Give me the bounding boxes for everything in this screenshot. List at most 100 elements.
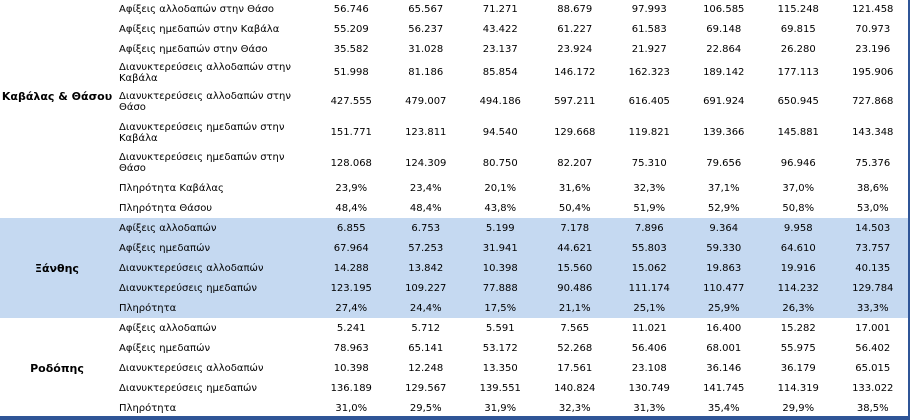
value-cell: 55.209 [333,23,369,35]
row-label: Διανυκτερεύσεις αλλοδαπών [114,258,314,278]
value-cell: 36.179 [780,362,816,374]
value-cell: 81.186 [408,67,444,78]
value-cell: 145.881 [777,127,819,138]
value-cell: 146.172 [554,67,596,78]
value-cell: 69.148 [706,23,742,35]
value-cell: 114.319 [777,382,819,394]
value-cell: 53,0% [856,202,889,214]
value-cell: 25,1% [612,298,687,318]
value-cell: 106.585 [703,4,745,15]
value-cell: 129.668 [554,127,596,138]
row-label: Διανυκτερεύσεις αλλοδαπών [119,362,264,374]
value-cell: 56.237 [408,23,444,35]
value-cell: 52,9% [707,202,740,214]
value-cell: 85.854 [482,67,518,78]
value-cell: 96.946 [780,157,816,169]
value-cell: 139.366 [703,127,745,138]
row-label: Αφίξεις ημεδαπών [114,238,314,258]
value-cell: 16.400 [706,322,742,334]
value-cell: 143.348 [852,127,894,138]
value-cell: 17.001 [855,322,891,334]
row-label: Διανυκτερεύσεις αλλοδαπών στην Καβάλα [119,61,291,84]
value-cell: 79.656 [706,157,742,169]
value-cell: 71.271 [482,4,518,15]
row-label: Διανυκτερεύσεις ημεδαπών στην Θάσο [119,152,285,174]
value-cell: 19.863 [686,258,761,278]
value-cell: 70.973 [855,23,891,35]
row-label: Αφίξεις αλλοδαπών στην Θάσο [119,4,275,15]
value-cell: 53.172 [482,342,518,354]
value-cell: 82.207 [557,157,593,169]
value-cell: 17.561 [557,362,593,374]
value-cell: 24,4% [388,298,463,318]
value-cell: 50,4% [558,202,591,214]
value-cell: 29,9% [782,403,815,414]
value-cell: 494.186 [479,96,521,107]
value-cell: 129.784 [835,278,910,298]
value-cell: 128.068 [330,157,372,169]
value-cell: 13.842 [388,258,463,278]
table-row: Πληρότητα Καβάλας 23,9% 23,4% 20,1% 31,6% 32,… [0,178,910,198]
value-cell: 43,8% [484,202,517,214]
table-row: Διανυκτερεύσεις ημεδαπών στην Καβάλα 151.… [0,117,910,148]
value-cell: 51.998 [333,67,369,78]
value-cell: 121.458 [852,4,894,15]
row-label: Αφίξεις ημεδαπών [119,342,211,354]
value-cell: 5.241 [336,322,366,334]
table-row: Αφίξεις ημεδαπών στην Θάσο 35.582 31.028 23… [0,39,910,59]
value-cell: 14.288 [314,258,389,278]
value-cell: 141.745 [703,382,745,394]
value-cell: 7.565 [560,322,590,334]
table-row: Διανυκτερεύσεις αλλοδαπών στην Καβάλα 51.… [0,59,910,86]
row-label: Πληρότητα Θάσου [119,202,213,214]
row-label: Διανυκτερεύσεις ημεδαπών [114,278,314,298]
value-cell: 111.174 [612,278,687,298]
value-cell: 25,9% [686,298,761,318]
value-cell: 68.001 [706,342,742,354]
row-label: Αφίξεις αλλοδαπών [119,322,217,334]
table-row: Καβάλας & Θάσου Αφίξεις αλλοδαπών στην Θά… [0,0,910,103]
table-row: Πληρότητα 31,0% 29,5% 31,9% 32,3% 31,3% 35,4% 2… [0,398,910,419]
value-cell: 73.757 [835,238,910,258]
value-cell: 38,6% [856,182,889,194]
bottom-border [0,416,910,420]
value-cell: 5.591 [485,322,515,334]
row-label: Πληρότητα Καβάλας [119,182,224,194]
value-cell: 78.963 [333,342,369,354]
value-cell: 38,5% [856,403,889,414]
value-cell: 21,1% [537,298,612,318]
value-cell: 109.227 [388,278,463,298]
value-cell: 37,0% [782,182,815,194]
value-cell: 21.927 [631,43,667,55]
value-cell: 15.062 [612,258,687,278]
value-cell: 26,3% [761,298,836,318]
value-cell: 40.135 [835,258,910,278]
value-cell: 31,9% [484,403,517,414]
value-cell: 17,5% [463,298,538,318]
value-cell: 133.022 [852,382,894,394]
value-cell: 19.916 [761,258,836,278]
value-cell: 55.975 [780,342,816,354]
value-cell: 57.253 [388,238,463,258]
value-cell: 12.248 [408,362,444,374]
value-cell: 80.750 [482,157,518,169]
value-cell: 56.406 [631,342,667,354]
row-label: Αφίξεις ημεδαπών στην Καβάλα [119,23,280,35]
row-label: Πληρότητα [119,403,177,414]
value-cell: 189.142 [703,67,745,78]
table-row: Πληρότητα Θάσου 48,4% 48,4% 43,8% 50,4% 51,9%… [0,198,910,218]
value-cell: 124.309 [405,157,447,169]
value-cell: 33,3% [835,298,910,318]
table-row: Διανυκτερεύσεις αλλοδαπών στην Θάσο 427.5… [0,86,910,117]
value-cell: 77.888 [463,278,538,298]
value-cell: 23,4% [409,182,442,194]
table-row: Πληρότητα 27,4% 24,4% 17,5% 21,1% 25,1% 25,9% 2… [0,298,910,318]
value-cell: 31,0% [335,403,368,414]
value-cell: 123.811 [405,127,447,138]
row-label: Πληρότητα [114,298,314,318]
value-cell: 48,4% [335,202,368,214]
value-cell: 22.864 [706,43,742,55]
value-cell: 139.551 [479,382,521,394]
value-cell: 15.560 [537,258,612,278]
